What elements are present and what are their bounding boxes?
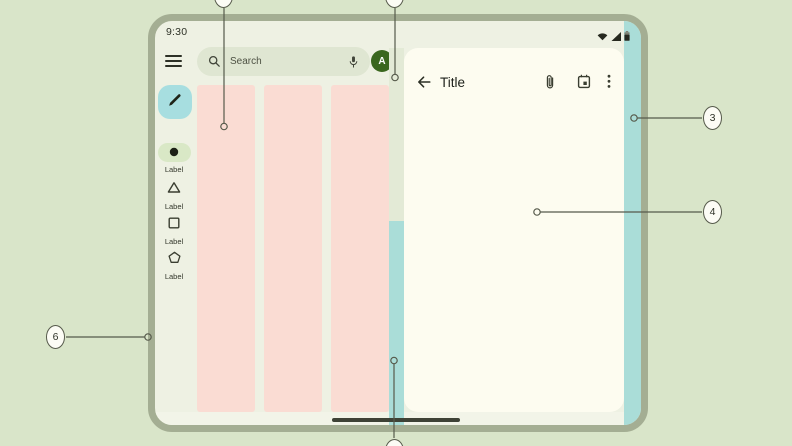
callout-number: 6 [52, 331, 59, 343]
pane-divider-drag-handle[interactable] [389, 221, 404, 425]
callout-badge-5: 5 [385, 439, 404, 446]
app-screen: 9:30 [155, 21, 641, 425]
more-vert-icon[interactable] [607, 74, 611, 89]
tablet-device-frame: 9:30 [148, 14, 648, 432]
gesture-nav-handle[interactable] [332, 418, 460, 422]
rail-item-label: Label [164, 202, 184, 211]
detail-title: Title [440, 75, 466, 90]
callout-number: 3 [709, 112, 716, 124]
rail-item-label-1[interactable]: Label [156, 143, 192, 174]
avatar-letter: A [378, 55, 386, 67]
circle-filled-icon [169, 144, 179, 162]
note-list-placeholder-column[interactable] [264, 85, 322, 412]
rail-item-label: Label [164, 237, 184, 246]
hamburger-menu-icon[interactable] [165, 55, 182, 67]
wifi-icon [597, 28, 608, 46]
mic-icon[interactable] [348, 55, 359, 69]
back-arrow-icon[interactable] [417, 75, 431, 89]
callout-number: 4 [709, 206, 716, 218]
note-list-placeholder-column[interactable] [197, 85, 255, 412]
status-bar-icons [597, 28, 630, 46]
callout-badge-1: 1 [214, 0, 233, 8]
calendar-icon[interactable] [577, 74, 591, 89]
pencil-icon [167, 92, 183, 113]
note-list-placeholder-column[interactable] [331, 85, 389, 412]
detail-header: Title [404, 72, 624, 100]
square-icon [168, 216, 180, 234]
rail-item-label-2[interactable]: Label [156, 180, 192, 211]
rail-item-label-3[interactable]: Label [156, 215, 192, 246]
callout-badge-4: 4 [703, 200, 722, 224]
selected-indicator-pill [157, 143, 191, 162]
right-edge-accent-strip [624, 21, 641, 425]
rail-item-label: Label [164, 272, 184, 281]
rail-item-label: Label [164, 165, 184, 174]
triangle-icon [167, 181, 181, 199]
pentagon-icon [167, 251, 181, 269]
search-placeholder: Search [230, 56, 262, 67]
rail-item-label-4[interactable]: Label [156, 250, 192, 281]
callout-badge-6: 6 [46, 325, 65, 349]
cellular-signal-icon [611, 28, 621, 46]
attachment-icon[interactable] [545, 74, 555, 90]
battery-icon [624, 28, 630, 46]
callout-badge-3: 3 [703, 106, 722, 130]
callout-number: 1 [221, 0, 227, 2]
search-icon [208, 55, 221, 68]
compose-fab[interactable] [158, 85, 192, 119]
callout-badge-2: 2 [385, 0, 404, 8]
search-input[interactable]: Search [197, 47, 370, 76]
detail-pane: Title [404, 48, 624, 412]
callout-number: 2 [392, 0, 398, 2]
status-bar-time: 9:30 [166, 26, 188, 38]
account-avatar[interactable]: A [371, 50, 393, 72]
